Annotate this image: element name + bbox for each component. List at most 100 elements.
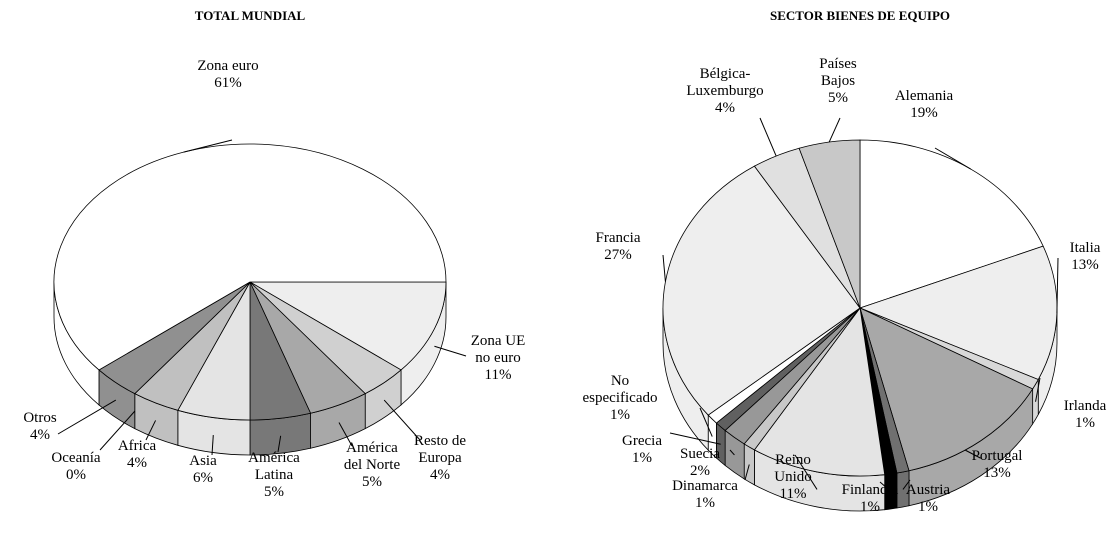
slice bbox=[753, 306, 886, 477]
leader-line bbox=[211, 435, 214, 456]
value-label: 4% bbox=[715, 100, 735, 116]
value-label: 5% bbox=[263, 484, 284, 500]
leader-line bbox=[277, 435, 282, 453]
slice-label: América del Norte 5% bbox=[344, 440, 400, 491]
value-label: 4% bbox=[127, 455, 147, 471]
value-label: 1% bbox=[859, 499, 880, 515]
category-label: Asia bbox=[189, 453, 217, 469]
category-label: Italia bbox=[1069, 240, 1101, 256]
leader-line bbox=[57, 399, 117, 435]
value-label: 61% bbox=[214, 75, 242, 91]
chart-title: SECTOR BIENES DE EQUIPO bbox=[769, 8, 951, 23]
value-label: 4% bbox=[30, 427, 50, 443]
value-label: 1% bbox=[1074, 415, 1095, 431]
category-label: Grecia bbox=[622, 433, 662, 449]
slice-label: Austria 1% bbox=[906, 482, 950, 516]
slice-label: Suecia 2% bbox=[680, 446, 720, 480]
leader-line bbox=[1035, 377, 1041, 402]
leader-line bbox=[1056, 257, 1059, 314]
slice bbox=[859, 307, 1034, 472]
leader-line bbox=[744, 464, 750, 481]
value-label: 0% bbox=[65, 467, 86, 483]
slice-label: Irlanda 1% bbox=[1064, 398, 1106, 432]
leader-line bbox=[99, 410, 136, 451]
category-label: Dinamarca bbox=[672, 478, 738, 494]
category-label: Resto de Europa bbox=[413, 433, 467, 466]
category-label: América del Norte bbox=[343, 440, 401, 473]
category-label: América Latina bbox=[248, 450, 300, 483]
leader-line bbox=[934, 147, 971, 170]
slice-label: Oceanía 0% bbox=[51, 450, 100, 484]
slice-label: No especificado 1% bbox=[583, 373, 658, 424]
leader-line bbox=[383, 399, 421, 441]
slice-label: Reino Unido 11% bbox=[774, 452, 812, 503]
slice-label: Portugal 13% bbox=[972, 448, 1023, 482]
slice-label: Dinamarca 1% bbox=[672, 478, 738, 512]
category-label: Zona UE no euro bbox=[470, 333, 526, 366]
value-label: 13% bbox=[1071, 257, 1099, 273]
leader-line bbox=[662, 254, 666, 282]
value-label: 11% bbox=[779, 486, 807, 502]
slice bbox=[858, 245, 1058, 381]
slice-label: Zona euro 61% bbox=[197, 58, 258, 92]
value-label: 11% bbox=[484, 367, 512, 383]
value-label: 19% bbox=[910, 105, 938, 121]
category-label: Portugal bbox=[971, 448, 1023, 464]
value-label: 5% bbox=[828, 90, 848, 106]
value-label: 1% bbox=[610, 407, 630, 423]
category-label: Países Bajos bbox=[819, 56, 857, 89]
value-label: 27% bbox=[604, 247, 632, 263]
category-label: Suecia bbox=[680, 446, 720, 462]
category-label: Africa bbox=[117, 438, 157, 454]
slice bbox=[798, 139, 861, 309]
slice bbox=[248, 281, 447, 371]
leader-line bbox=[183, 139, 233, 153]
category-label: Francia bbox=[595, 230, 641, 246]
leader-line bbox=[902, 479, 911, 490]
leader-line bbox=[699, 407, 713, 437]
category-label: Bélgica- Luxemburgo bbox=[686, 66, 764, 99]
slice-label: Países Bajos 5% bbox=[819, 56, 857, 107]
slice-label: Bélgica- Luxemburgo 4% bbox=[686, 66, 763, 117]
leader-line bbox=[669, 432, 721, 445]
value-label: 1% bbox=[632, 450, 652, 466]
leader-line bbox=[434, 345, 467, 357]
slice-label: Grecia 1% bbox=[622, 433, 662, 467]
slice-label: Asia 6% bbox=[189, 453, 217, 487]
value-label: 1% bbox=[694, 495, 715, 511]
value-label: 1% bbox=[917, 499, 938, 515]
chart-title: TOTAL MUNDIAL bbox=[194, 8, 306, 23]
slice-label: Otros 4% bbox=[23, 410, 56, 444]
category-label: Alemania bbox=[894, 88, 954, 104]
leader-line bbox=[964, 449, 981, 459]
category-label: Reino Unido bbox=[774, 452, 812, 485]
category-label: Irlanda bbox=[1063, 398, 1107, 414]
category-label: No especificado bbox=[582, 373, 658, 406]
leader-line bbox=[338, 422, 353, 447]
category-label: Zona euro bbox=[197, 58, 259, 74]
category-label: Otros bbox=[23, 410, 57, 426]
value-label: 13% bbox=[983, 465, 1011, 481]
value-label: 4% bbox=[429, 467, 450, 483]
slice-label: Italia 13% bbox=[1070, 240, 1101, 274]
slice-label: Francia 27% bbox=[596, 230, 641, 264]
slice-label: Resto de Europa 4% bbox=[414, 433, 466, 484]
slice-label: Finlandia 1% bbox=[842, 482, 899, 516]
slice-label: Alemania 19% bbox=[895, 88, 953, 122]
slice-label: Africa 4% bbox=[118, 438, 156, 472]
value-label: 2% bbox=[689, 463, 710, 479]
value-label: 5% bbox=[361, 474, 382, 490]
leader-line bbox=[145, 420, 157, 441]
leader-line bbox=[729, 449, 735, 456]
leader-line bbox=[794, 454, 818, 490]
category-label: Finlandia bbox=[841, 482, 899, 498]
category-label: Oceanía bbox=[51, 450, 101, 466]
category-label: Austria bbox=[905, 482, 951, 498]
slice-label: Zona UE no euro 11% bbox=[471, 333, 526, 384]
slice bbox=[662, 165, 861, 416]
slice-label: América Latina 5% bbox=[248, 450, 300, 501]
leader-line bbox=[759, 117, 777, 157]
leader-line bbox=[828, 117, 841, 143]
